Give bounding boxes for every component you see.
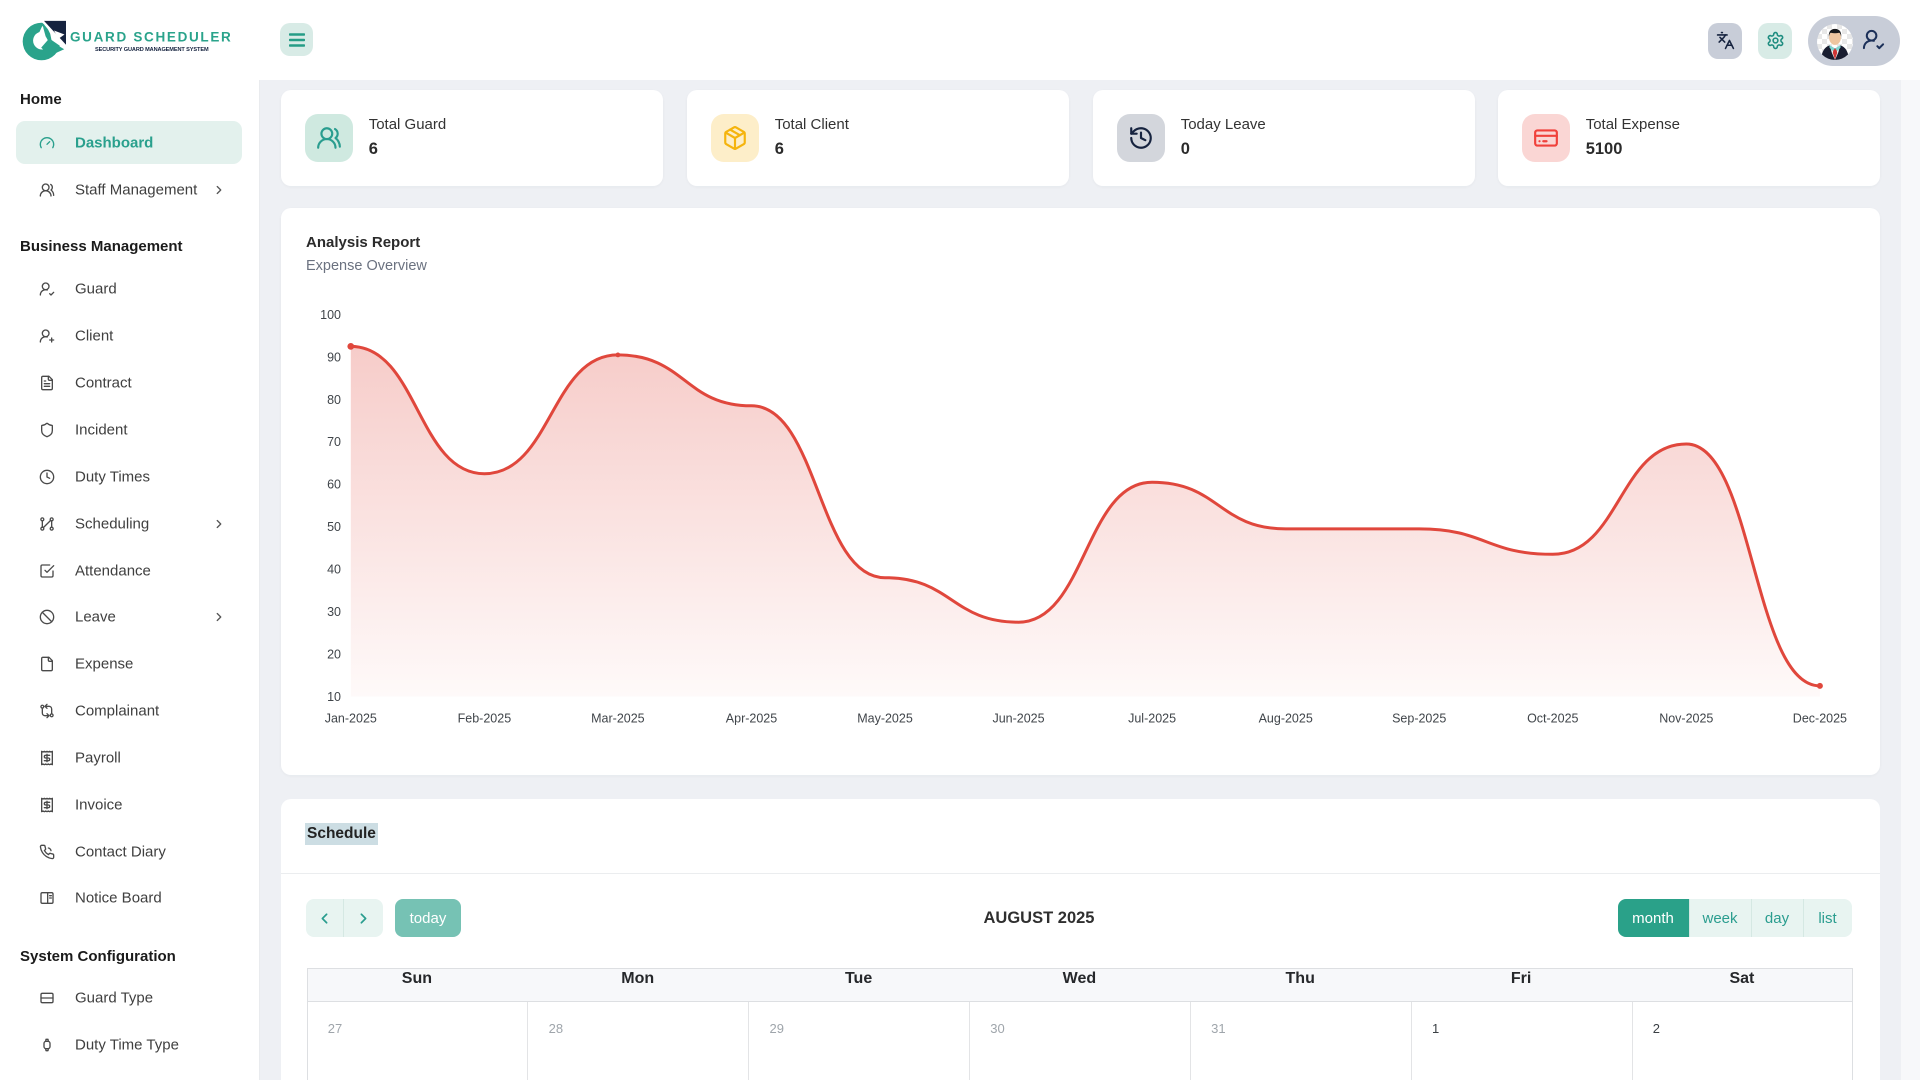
svg-text:Mar-2025: Mar-2025 bbox=[591, 712, 645, 726]
svg-text:Dec-2025: Dec-2025 bbox=[1793, 712, 1847, 726]
svg-text:20: 20 bbox=[327, 647, 341, 661]
svg-text:50: 50 bbox=[327, 520, 341, 534]
svg-text:60: 60 bbox=[327, 478, 341, 492]
svg-text:May-2025: May-2025 bbox=[857, 712, 913, 726]
svg-text:Oct-2025: Oct-2025 bbox=[1527, 712, 1578, 726]
svg-text:Apr-2025: Apr-2025 bbox=[726, 712, 777, 726]
svg-text:70: 70 bbox=[327, 435, 341, 449]
svg-text:80: 80 bbox=[327, 393, 341, 407]
svg-text:Nov-2025: Nov-2025 bbox=[1659, 712, 1713, 726]
svg-text:40: 40 bbox=[327, 563, 341, 577]
svg-text:GUARD SCHEDULER: GUARD SCHEDULER bbox=[70, 30, 233, 45]
svg-text:Aug-2025: Aug-2025 bbox=[1259, 712, 1313, 726]
svg-text:Sep-2025: Sep-2025 bbox=[1392, 712, 1446, 726]
svg-text:100: 100 bbox=[320, 308, 341, 322]
svg-text:Jun-2025: Jun-2025 bbox=[992, 712, 1044, 726]
svg-text:90: 90 bbox=[327, 350, 341, 364]
svg-text:Jul-2025: Jul-2025 bbox=[1128, 712, 1176, 726]
svg-text:10: 10 bbox=[327, 690, 341, 704]
svg-text:30: 30 bbox=[327, 605, 341, 619]
svg-text:SECURITY GUARD MANAGEMENT SYST: SECURITY GUARD MANAGEMENT SYSTEM bbox=[95, 47, 209, 53]
svg-text:Feb-2025: Feb-2025 bbox=[458, 712, 512, 726]
svg-text:Jan-2025: Jan-2025 bbox=[325, 712, 377, 726]
